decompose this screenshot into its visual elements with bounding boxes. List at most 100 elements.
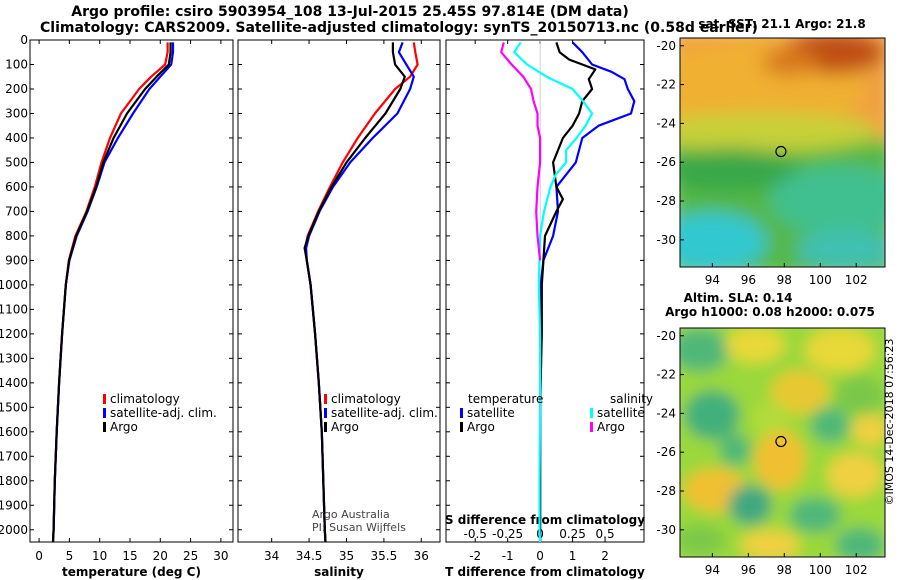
depth-tick-label: 600	[5, 180, 28, 194]
legend-swatch	[103, 394, 106, 404]
credit-text: Argo Australia	[312, 508, 390, 521]
x-tick-label: 20	[153, 549, 168, 563]
legend-swatch	[460, 422, 463, 432]
map-x-tick-label: 96	[741, 563, 756, 577]
x-tick-label: 10	[92, 549, 107, 563]
depth-tick-label: 1900	[0, 498, 28, 512]
sst-heatmap	[680, 38, 885, 267]
sst-field-blob	[770, 165, 885, 235]
sla-field-blob	[725, 328, 785, 363]
series-line-2	[51, 42, 172, 543]
map-y-tick-label: -26	[656, 445, 676, 459]
legend-label: satellite	[467, 406, 515, 420]
x-tick-label-top: 0.5	[596, 527, 615, 541]
x-axis-label: T difference from climatology	[445, 565, 645, 579]
x-tick-label: 35.5	[371, 549, 398, 563]
x-tick-label: 1	[569, 549, 577, 563]
profile-location-marker	[775, 145, 787, 158]
depth-tick-label: 1800	[0, 474, 28, 488]
x-tick-label: 34	[264, 549, 279, 563]
x-axis-label: temperature (deg C)	[62, 565, 201, 579]
series-line-3	[500, 42, 542, 261]
sla-field-blob	[805, 328, 875, 372]
figure-title-line-2: Climatology: CARS2009. Satellite-adjuste…	[40, 20, 758, 36]
depth-tick-label: 0	[20, 33, 28, 47]
sla-field-blob	[728, 485, 772, 525]
legend-swatch	[460, 408, 463, 418]
map-x-tick-label: 102	[845, 273, 868, 287]
x-tick-label: -2	[469, 549, 481, 563]
x-tick-label: 30	[213, 549, 228, 563]
depth-tick-label: 2000	[0, 523, 28, 537]
depth-tick-label: 1600	[0, 425, 28, 439]
sla-field-blob	[827, 453, 883, 497]
x-tick-label: 2	[601, 549, 609, 563]
depth-tick-label: 800	[5, 229, 28, 243]
x-tick-label: 35	[339, 549, 354, 563]
x-tick-label-top: 0.25	[559, 527, 586, 541]
depth-tick-label: 1000	[0, 278, 28, 292]
map-y-tick-label: -22	[656, 368, 676, 382]
map-frame-sst	[679, 37, 886, 268]
legend-label: satellite-adj. clim.	[331, 406, 438, 420]
x-tick-label: 5	[66, 549, 74, 563]
legend-label: Argo	[597, 420, 625, 434]
map-y-tick-label: -22	[656, 78, 676, 92]
x-axis-label-top: S difference from climatology	[445, 513, 645, 527]
legend-label: Argo	[467, 420, 495, 434]
map-x-tick-label: 96	[741, 273, 756, 287]
map-y-tick-label: -30	[656, 233, 676, 247]
depth-tick-label: 100	[5, 57, 28, 71]
series-line-1	[51, 42, 175, 543]
sst-field-blob	[762, 48, 818, 76]
series-line-2	[303, 42, 406, 543]
map-y-tick-label: -24	[656, 406, 676, 420]
map-x-tick-label: 98	[777, 273, 792, 287]
sst-field-blob	[680, 212, 767, 267]
legend-label: Argo	[331, 420, 359, 434]
map-y-tick-label: -28	[656, 484, 676, 498]
legend-label: Argo	[110, 420, 138, 434]
sla-field-blob	[852, 414, 885, 446]
map-x-tick-label: 100	[809, 273, 832, 287]
x-tick-label-top: -0.25	[492, 527, 523, 541]
depth-tick-label: 500	[5, 155, 28, 169]
x-tick-label: 0	[536, 549, 544, 563]
legend-label: satellite	[597, 406, 645, 420]
watermark-text: ©IMOS 14-Dec-2018 07:56:23	[883, 339, 896, 506]
x-axis-label: salinity	[314, 565, 364, 579]
legend-swatch	[103, 408, 106, 418]
map-y-tick-label: -20	[656, 39, 676, 53]
map-x-tick-label: 94	[705, 273, 720, 287]
sla-field-blob	[754, 430, 806, 490]
panel-frame-2	[445, 39, 645, 543]
x-tick-label: 34.5	[296, 549, 323, 563]
sst-map-title: sat. SST: 21.1 Argo: 21.8	[698, 17, 865, 31]
sla-heatmap	[680, 328, 885, 557]
map-y-tick-label: -20	[656, 329, 676, 343]
sla-field-blob	[684, 390, 740, 440]
map-frame-sla	[679, 327, 886, 558]
sla-field-blob	[810, 407, 850, 443]
x-tick-label: 36	[414, 549, 429, 563]
series-line-0	[538, 41, 636, 542]
x-tick-label: 0	[35, 549, 43, 563]
credit-text: PI: Susan Wijffels	[312, 521, 406, 534]
sla-field-blob	[680, 328, 730, 372]
sla-field-blob	[770, 370, 830, 414]
series-line-0	[51, 42, 169, 543]
sst-field-blob	[680, 112, 880, 152]
map-y-tick-label: -30	[656, 523, 676, 537]
figure-title-line-1: Argo profile: csiro 5903954_108 13-Jul-2…	[71, 4, 629, 20]
series-line-2	[513, 41, 594, 543]
sla-field-blob	[835, 375, 885, 415]
sst-field-blob	[680, 148, 800, 192]
sla-field-blob	[719, 434, 751, 466]
sla-field-blob	[789, 497, 841, 533]
map-x-tick-label: 94	[705, 563, 720, 577]
panel-frame-0	[29, 39, 234, 543]
depth-tick-label: 200	[5, 82, 28, 96]
profile-location-marker	[775, 435, 787, 448]
map-y-tick-label: -28	[656, 194, 676, 208]
